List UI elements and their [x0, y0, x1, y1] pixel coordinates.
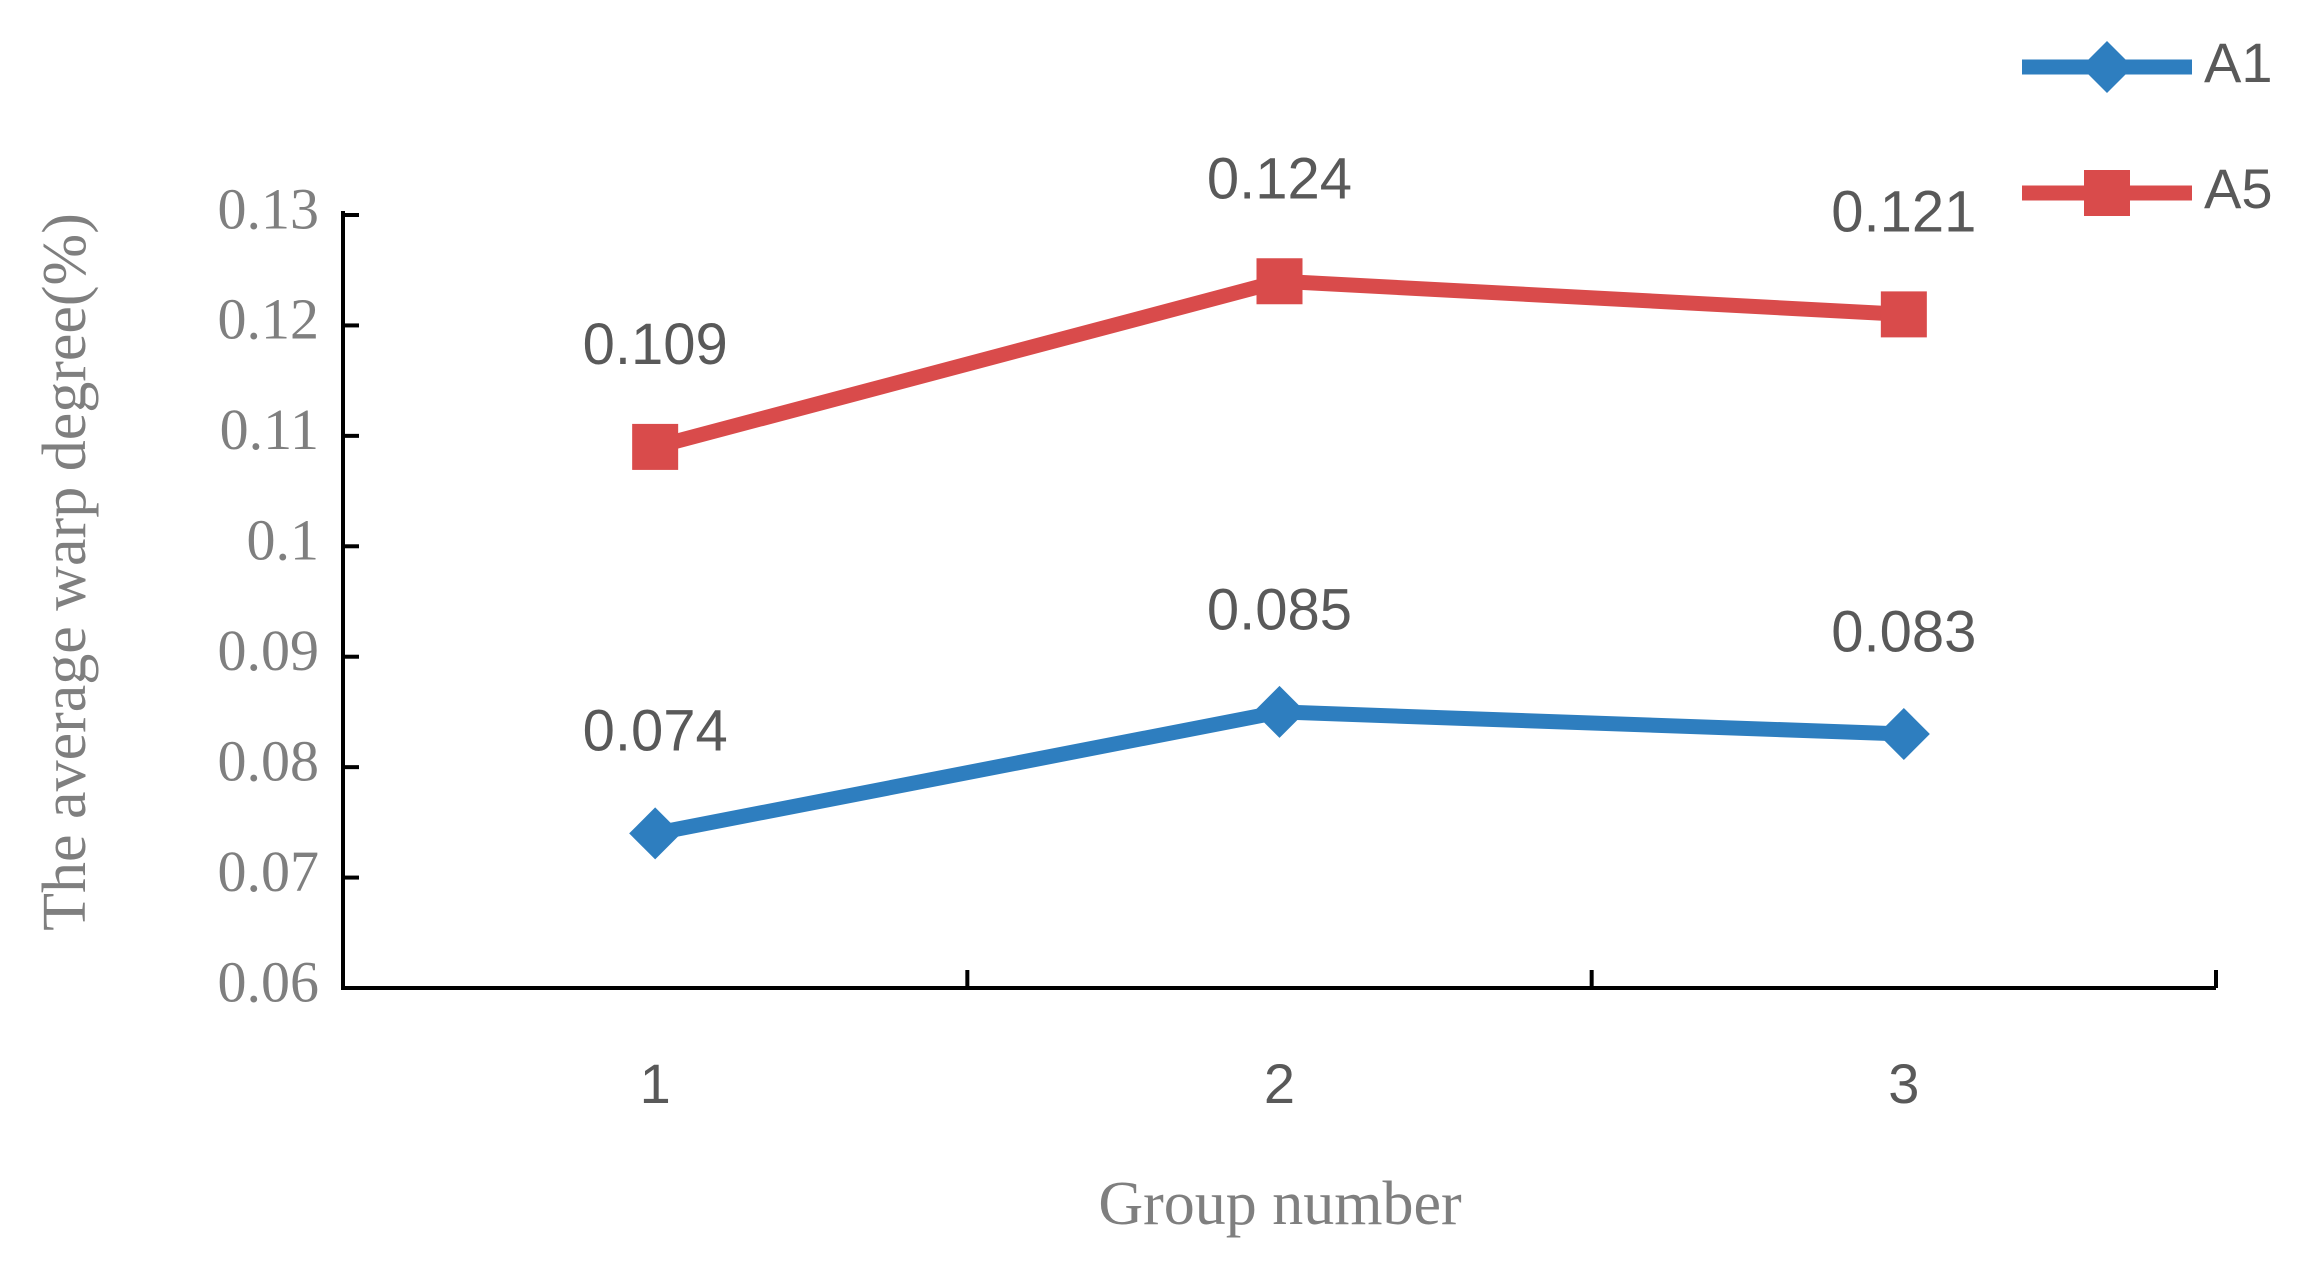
- data-label: 0.074: [583, 699, 728, 764]
- x-tick-label: 3: [1888, 1052, 1919, 1115]
- y-axis-title: The average warp degree(%): [31, 213, 99, 931]
- data-point: [632, 423, 679, 470]
- x-axis-title: Group number: [1098, 1170, 1462, 1238]
- y-tick-label: 0.06: [218, 949, 320, 1014]
- legend-label: A1: [2204, 31, 2273, 94]
- data-point: [1880, 291, 1927, 338]
- legend-label: A5: [2204, 157, 2273, 220]
- data-point: [1877, 708, 1930, 761]
- data-label: 0.121: [1831, 180, 1976, 245]
- y-tick-label: 0.09: [218, 618, 320, 683]
- data-label: 0.085: [1207, 577, 1352, 642]
- data-point: [629, 807, 682, 860]
- y-tick-label: 0.13: [218, 176, 320, 241]
- data-label: 0.109: [583, 312, 728, 377]
- data-point: [1256, 258, 1303, 305]
- legend-marker: [2081, 41, 2133, 93]
- data-point: [1253, 685, 1306, 738]
- series-line: [653, 273, 1905, 455]
- y-tick-label: 0.12: [218, 287, 320, 352]
- legend-marker: [2084, 170, 2130, 216]
- x-tick-label: 2: [1264, 1052, 1295, 1115]
- data-label: 0.083: [1831, 599, 1976, 664]
- y-tick-label: 0.08: [218, 728, 320, 793]
- y-tick-label: 0.1: [247, 508, 320, 573]
- y-tick-label: 0.07: [218, 839, 320, 904]
- x-tick-label: 1: [640, 1052, 671, 1115]
- y-tick-label: 0.11: [220, 397, 319, 462]
- data-label: 0.124: [1207, 147, 1352, 212]
